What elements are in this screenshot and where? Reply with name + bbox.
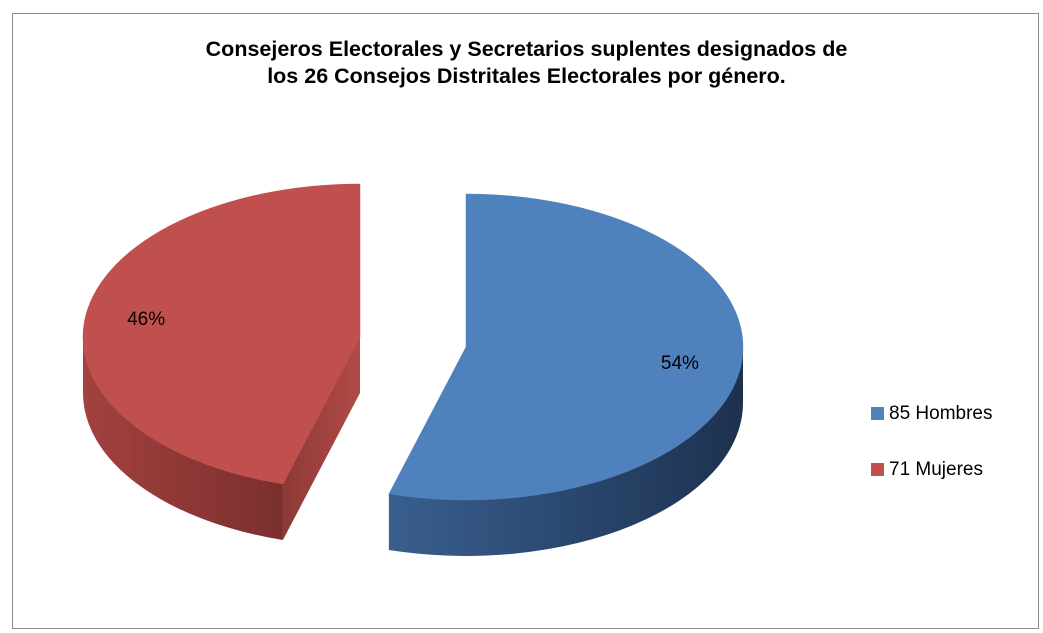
legend-item-hombres: 85 Hombres — [871, 402, 993, 425]
slice-side-hombres-0 — [388, 347, 743, 556]
legend-item-mujeres: 71 Mujeres — [871, 458, 993, 481]
legend-label-mujeres: 71 Mujeres — [889, 458, 983, 480]
legend-swatch-mujeres — [871, 463, 884, 476]
slice-side-mujeres-0 — [83, 337, 283, 540]
data-label-hombres: 54% — [661, 353, 699, 374]
chart-title-line-1: Consejeros Electorales y Secretarios sup… — [205, 37, 848, 61]
pie-chart: 54% 46% — [82, 183, 744, 556]
legend-swatch-hombres — [871, 407, 884, 420]
slice-cut-face-mujeres-0 — [282, 337, 360, 540]
legend: 85 Hombres 71 Mujeres — [871, 402, 993, 514]
chart-title-line-2: los 26 Consejos Distritales Electorales … — [267, 64, 786, 88]
slice-top-hombres — [388, 193, 744, 501]
data-label-mujeres: 46% — [127, 309, 165, 330]
slice-top-mujeres — [82, 183, 361, 485]
legend-label-hombres: 85 Hombres — [889, 402, 993, 424]
chart-frame: Consejeros Electorales y Secretarios sup… — [12, 13, 1039, 629]
chart-title: Consejeros Electorales y Secretarios sup… — [13, 36, 1040, 90]
